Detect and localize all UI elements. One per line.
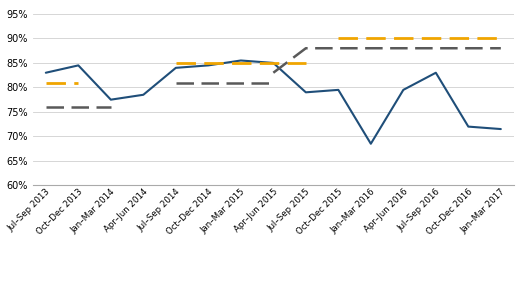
TPM Value [498,127,504,131]
Target [75,81,81,84]
TPM Value [108,98,114,101]
Target [42,81,49,84]
Legend: TPM Value, Target, Threshold: TPM Value, Target, Threshold [125,296,422,299]
Threshold [42,105,49,109]
TPM Value [238,59,244,62]
Line: TPM Value: TPM Value [46,60,501,144]
TPM Value [335,88,341,92]
Threshold [108,105,114,109]
TPM Value [140,93,147,97]
TPM Value [270,61,277,65]
TPM Value [465,125,471,128]
TPM Value [433,71,439,74]
TPM Value [42,71,49,74]
TPM Value [205,64,211,67]
TPM Value [75,64,81,67]
TPM Value [368,142,374,146]
TPM Value [303,91,309,94]
TPM Value [400,88,407,92]
Threshold [75,105,81,109]
TPM Value [172,66,179,70]
